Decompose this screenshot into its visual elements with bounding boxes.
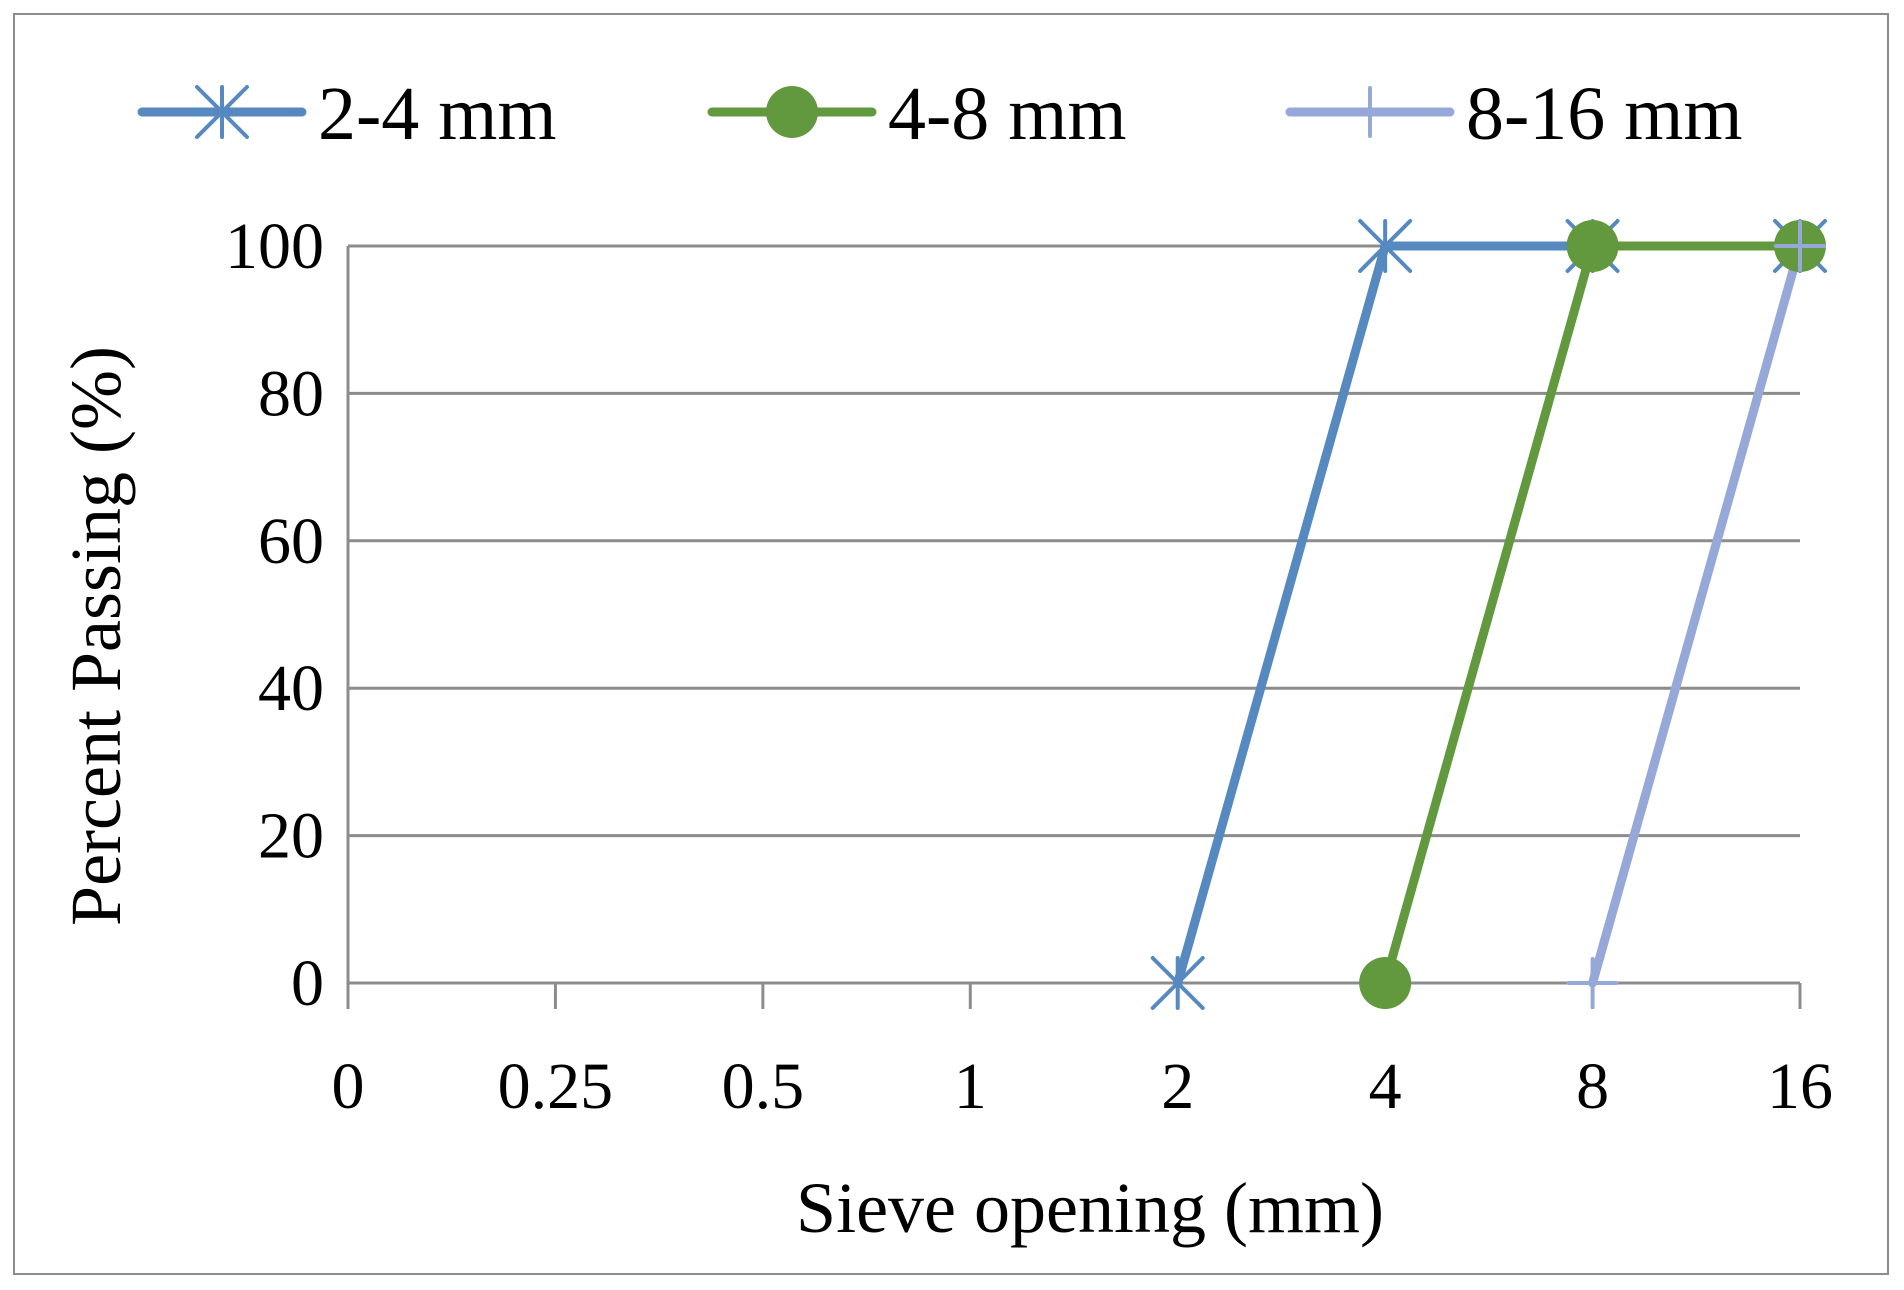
x-tick-label: 8: [1576, 1050, 1609, 1123]
legend-item-2: 4-8 mm: [707, 72, 1127, 156]
legend-item-1: 2-4 mm: [137, 72, 557, 156]
series-line-2: [1380, 241, 1805, 988]
x-tick-label: 0.25: [498, 1050, 614, 1123]
series-lines: [1173, 241, 1805, 988]
legend-marker: [766, 86, 818, 138]
gridlines: [348, 244, 1800, 838]
data-point-series-1: [1358, 219, 1413, 273]
data-point-series-2: [1566, 220, 1619, 272]
y-tick-label: 80: [258, 357, 324, 430]
data-point-series-1: [1150, 956, 1205, 1010]
y-tick-label: 40: [258, 652, 324, 725]
x-axis-title: Sieve opening (mm): [796, 1168, 1384, 1248]
legend-label: 2-4 mm: [318, 72, 557, 156]
legend-label: 8-16 mm: [1466, 72, 1743, 156]
x-tick-label: 4: [1369, 1050, 1402, 1123]
x-tick-label: 0: [332, 1050, 365, 1123]
x-tick-label: 2: [1161, 1050, 1194, 1123]
y-tick-label: 20: [258, 800, 324, 873]
y-tick-label: 100: [225, 210, 324, 283]
legend-marker: [1344, 86, 1396, 138]
axes: 0 20 40 60 80 100 0 0.25 0.5 1 2 4 8 16: [225, 210, 1833, 1123]
y-tick-label: 0: [291, 947, 324, 1020]
data-point-series-3: [1566, 957, 1619, 1009]
series-markers: [1150, 219, 1827, 1010]
y-tick-label: 60: [258, 505, 324, 578]
legend-marker: [195, 85, 249, 139]
x-tick-label: 0.5: [722, 1050, 805, 1123]
legend-item-3: 8-16 mm: [1285, 72, 1743, 156]
chart-frame: [13, 13, 1889, 1275]
x-tick-label: 1: [954, 1050, 987, 1123]
series-line-3: [1588, 241, 1805, 988]
y-axis-title: Percent Passing (%): [56, 346, 136, 926]
x-tick-label: 16: [1767, 1050, 1833, 1123]
legend-label: 4-8 mm: [888, 72, 1127, 156]
data-point-series-3: [1774, 220, 1826, 272]
legend: 2-4 mm 4-8 mm 8-16 mm: [137, 72, 1743, 156]
data-point-series-2: [1359, 957, 1412, 1009]
